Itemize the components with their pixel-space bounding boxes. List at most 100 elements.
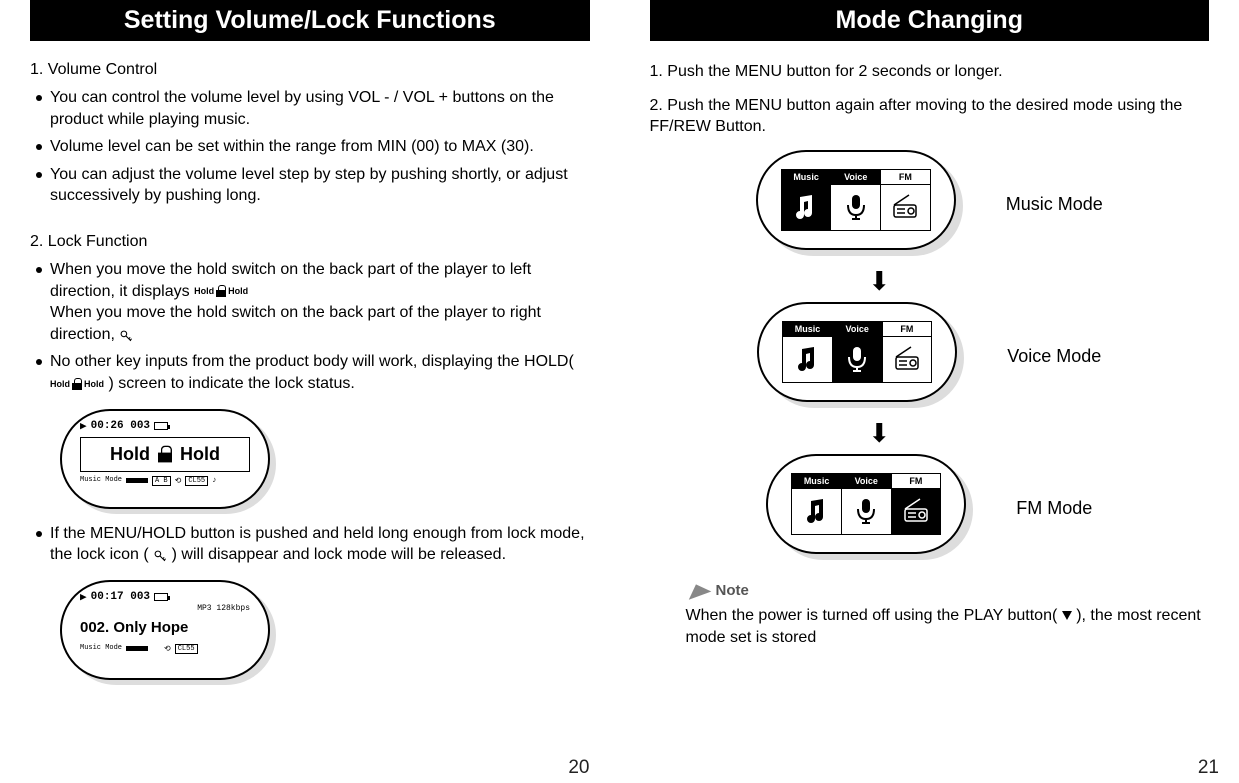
device-body: Music Voice FM bbox=[756, 150, 956, 250]
key-icon bbox=[153, 548, 167, 562]
hold-text: Hold bbox=[110, 444, 150, 465]
radio-icon bbox=[883, 337, 932, 382]
volume-bullet-2: Volume level can be set within the range… bbox=[30, 136, 590, 158]
tab-music-label: Music bbox=[792, 474, 841, 489]
voice-mode-label: Voice Mode bbox=[1007, 346, 1101, 367]
note-text: When the power is turned off using the P… bbox=[686, 605, 1210, 650]
tab-fm-label: FM bbox=[881, 170, 930, 185]
lcd1-mode: Music Mode bbox=[80, 477, 122, 484]
tab-fm-label: FM bbox=[892, 474, 941, 489]
page-number-right: 21 bbox=[1198, 757, 1219, 779]
note-block: Note When the power is turned off using … bbox=[650, 582, 1210, 650]
music-icon bbox=[783, 337, 832, 382]
ab-box: A B bbox=[152, 476, 171, 486]
note-triangle-icon bbox=[684, 581, 711, 600]
page-number-left: 20 bbox=[568, 757, 589, 779]
lcd2-time: 00:17 003 bbox=[91, 591, 150, 603]
tab-music: Music bbox=[782, 170, 832, 230]
volume-bullet-1-text: You can control the volume level by usin… bbox=[50, 87, 590, 130]
voice-icon bbox=[833, 337, 882, 382]
mode-diagram: Music Voice FM bbox=[650, 150, 1210, 564]
voice-icon bbox=[842, 489, 891, 534]
bullet-icon bbox=[36, 95, 42, 101]
lock-b2-b: ) screen to indicate the lock status. bbox=[108, 375, 354, 392]
lock-icon bbox=[72, 378, 82, 390]
lcd1-time: 00:26 003 bbox=[91, 420, 150, 432]
lcd2-mode: Music Mode bbox=[80, 645, 122, 652]
bullet-icon bbox=[36, 359, 42, 365]
music-mode-label: Music Mode bbox=[1006, 194, 1103, 215]
radio-icon bbox=[892, 489, 941, 534]
volume-bar-icon bbox=[126, 646, 148, 651]
note-marker: Note bbox=[686, 582, 1210, 599]
tab-voice-label: Voice bbox=[833, 322, 882, 337]
tab-voice-label: Voice bbox=[842, 474, 891, 489]
bullet-icon bbox=[36, 144, 42, 150]
lcd-bottom-row: Music Mode A B ⟲ CL55 ♪ bbox=[80, 476, 250, 486]
tab-voice: Voice bbox=[833, 322, 883, 382]
device-body: Music Voice FM bbox=[757, 302, 957, 402]
lcd-body: ▶00:26 003 Hold Hold Music Mode A B ⟲ CL… bbox=[60, 409, 270, 509]
left-header: Setting Volume/Lock Functions bbox=[30, 0, 590, 41]
device-body: Music Voice FM bbox=[766, 454, 966, 554]
lock-b2-a: No other key inputs from the product bod… bbox=[50, 353, 574, 370]
battery-icon bbox=[154, 593, 168, 601]
step-2-text: 2. Push the MENU button again after movi… bbox=[650, 97, 1183, 136]
right-page: Mode Changing 1. Push the MENU button fo… bbox=[640, 0, 1220, 783]
battery-icon bbox=[154, 422, 168, 430]
volume-title: 1. Volume Control bbox=[30, 61, 590, 79]
volume-bullet-2-text: Volume level can be set within the range… bbox=[50, 136, 590, 158]
tab-music: Music bbox=[792, 474, 842, 534]
key-icon bbox=[119, 328, 133, 342]
tab-music-label: Music bbox=[783, 322, 832, 337]
left-page: Setting Volume/Lock Functions 1. Volume … bbox=[20, 0, 600, 783]
lcd-top-row: ▶00:26 003 bbox=[80, 419, 250, 433]
lock-bullet-3-text: If the MENU/HOLD button is pushed and he… bbox=[50, 523, 590, 566]
bullet-icon bbox=[36, 267, 42, 273]
voice-mode-row: Music Voice FM bbox=[757, 302, 1101, 412]
lock-icon bbox=[216, 285, 226, 297]
volume-bullet-3: You can adjust the volume level step by … bbox=[30, 164, 590, 207]
tab-voice: Voice bbox=[842, 474, 892, 534]
bullet-icon bbox=[36, 172, 42, 178]
note-label: Note bbox=[716, 582, 749, 599]
tabs: Music Voice FM bbox=[782, 321, 932, 383]
lcd-top-row: ▶00:17 003 bbox=[80, 590, 250, 604]
down-arrow-icon: ⬇ bbox=[868, 420, 890, 446]
lock-bullet-2-text: No other key inputs from the product bod… bbox=[50, 351, 590, 394]
lock-b3-b: ) will disappear and lock mode will be r… bbox=[172, 546, 506, 563]
device-fm: Music Voice FM bbox=[766, 454, 976, 564]
fm-mode-label: FM Mode bbox=[1016, 498, 1092, 519]
lock-bullet-2: No other key inputs from the product bod… bbox=[30, 351, 590, 394]
music-mode-row: Music Voice FM bbox=[756, 150, 1103, 260]
fm-mode-row: Music Voice FM bbox=[766, 454, 1092, 564]
lcd-hold-screen: ▶00:26 003 Hold Hold Music Mode A B ⟲ CL… bbox=[60, 409, 280, 509]
lcd-body: ▶00:17 003 MP3 128kbps 002. Only Hope Mu… bbox=[60, 580, 270, 680]
bullet-icon bbox=[36, 531, 42, 537]
tab-fm: FM bbox=[881, 170, 930, 230]
right-header: Mode Changing bbox=[650, 0, 1210, 41]
lcd-hold-row: Hold Hold bbox=[80, 437, 250, 472]
hold-text: Hold bbox=[180, 444, 220, 465]
volume-bar-icon bbox=[126, 478, 148, 483]
volume-bullet-3-text: You can adjust the volume level step by … bbox=[50, 164, 590, 207]
step-2: 2. Push the MENU button again after movi… bbox=[650, 95, 1210, 138]
tab-fm: FM bbox=[892, 474, 941, 534]
note-text-1: When the power is turned off using the P… bbox=[686, 607, 1058, 624]
lock-icon bbox=[158, 446, 172, 463]
music-icon bbox=[782, 185, 831, 230]
step-1: 1. Push the MENU button for 2 seconds or… bbox=[650, 61, 1210, 83]
hold-inline-icon: Hold Hold bbox=[194, 285, 248, 297]
lcd-bottom-row: Music Mode ⟲ CL55 bbox=[80, 644, 250, 654]
tabs: Music Voice FM bbox=[791, 473, 941, 535]
tab-voice: Voice bbox=[831, 170, 881, 230]
music-icon bbox=[792, 489, 841, 534]
device-voice: Music Voice FM bbox=[757, 302, 967, 412]
down-arrow-icon: ⬇ bbox=[868, 268, 890, 294]
lock-bullet-3: If the MENU/HOLD button is pushed and he… bbox=[30, 523, 590, 566]
radio-icon bbox=[881, 185, 930, 230]
device-music: Music Voice FM bbox=[756, 150, 966, 260]
lcd2-format: MP3 128kbps bbox=[80, 604, 250, 613]
tabs: Music Voice FM bbox=[781, 169, 931, 231]
tab-fm-label: FM bbox=[883, 322, 932, 337]
